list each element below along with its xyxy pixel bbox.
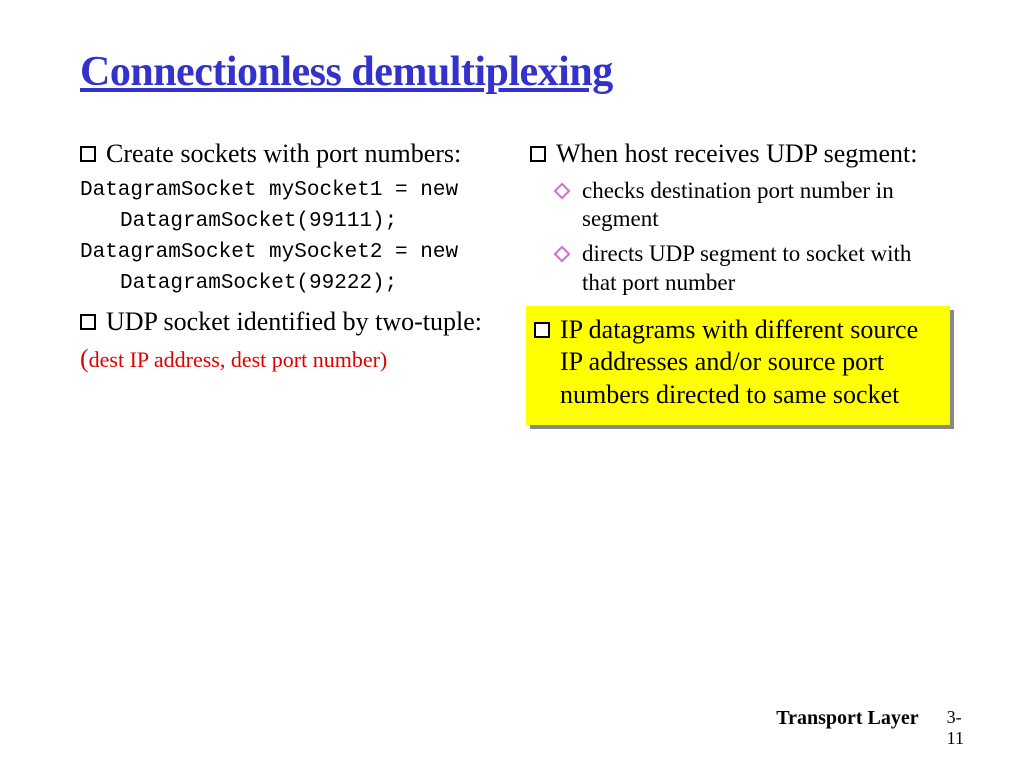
diamond-bullet-icon — [554, 182, 571, 199]
code-line: DatagramSocket mySocket2 = new — [80, 239, 510, 266]
square-bullet-icon — [80, 146, 96, 162]
code-line: DatagramSocket(99111); — [80, 208, 510, 235]
sub-bullet-text: directs UDP segment to socket with that … — [582, 240, 950, 298]
square-bullet-icon — [530, 146, 546, 162]
page-bottom: 11 — [947, 728, 964, 748]
page-number: 3- 11 — [947, 707, 964, 750]
bullet-item: When host receives UDP segment: — [530, 138, 950, 171]
sub-bullet-text: checks destination port number in segmen… — [582, 177, 950, 235]
square-bullet-icon — [80, 314, 96, 330]
code-line: DatagramSocket mySocket1 = new — [80, 177, 510, 204]
slide-footer: Transport Layer 3- 11 — [776, 707, 964, 750]
diamond-bullet-icon — [554, 246, 571, 263]
highlight-text: IP datagrams with different source IP ad… — [560, 314, 940, 412]
bullet-text: When host receives UDP segment: — [556, 138, 918, 171]
code-line: DatagramSocket(99222); — [80, 270, 510, 297]
page-top: 3- — [947, 707, 962, 727]
slide-container: Connectionless demultiplexing Create soc… — [0, 0, 1024, 425]
tuple-text: (dest IP address, dest port number) — [80, 344, 510, 374]
square-bullet-icon — [534, 322, 550, 338]
bullet-item: IP datagrams with different source IP ad… — [534, 314, 940, 412]
tuple-body: dest IP address, dest port number) — [89, 347, 388, 372]
bullet-text: UDP socket identified by two-tuple: — [106, 306, 482, 339]
sub-bullet-item: directs UDP segment to socket with that … — [556, 240, 950, 298]
bullet-text: Create sockets with port numbers: — [106, 138, 461, 171]
left-column: Create sockets with port numbers: Datagr… — [80, 138, 510, 425]
slide-title: Connectionless demultiplexing — [80, 48, 964, 96]
highlight-box: IP datagrams with different source IP ad… — [526, 306, 950, 426]
paren-open: ( — [80, 344, 89, 373]
right-column: When host receives UDP segment: checks d… — [530, 138, 950, 425]
content-columns: Create sockets with port numbers: Datagr… — [80, 138, 964, 425]
footer-label: Transport Layer — [776, 707, 918, 730]
bullet-item: UDP socket identified by two-tuple: — [80, 306, 510, 339]
sub-bullet-item: checks destination port number in segmen… — [556, 177, 950, 235]
bullet-item: Create sockets with port numbers: — [80, 138, 510, 171]
